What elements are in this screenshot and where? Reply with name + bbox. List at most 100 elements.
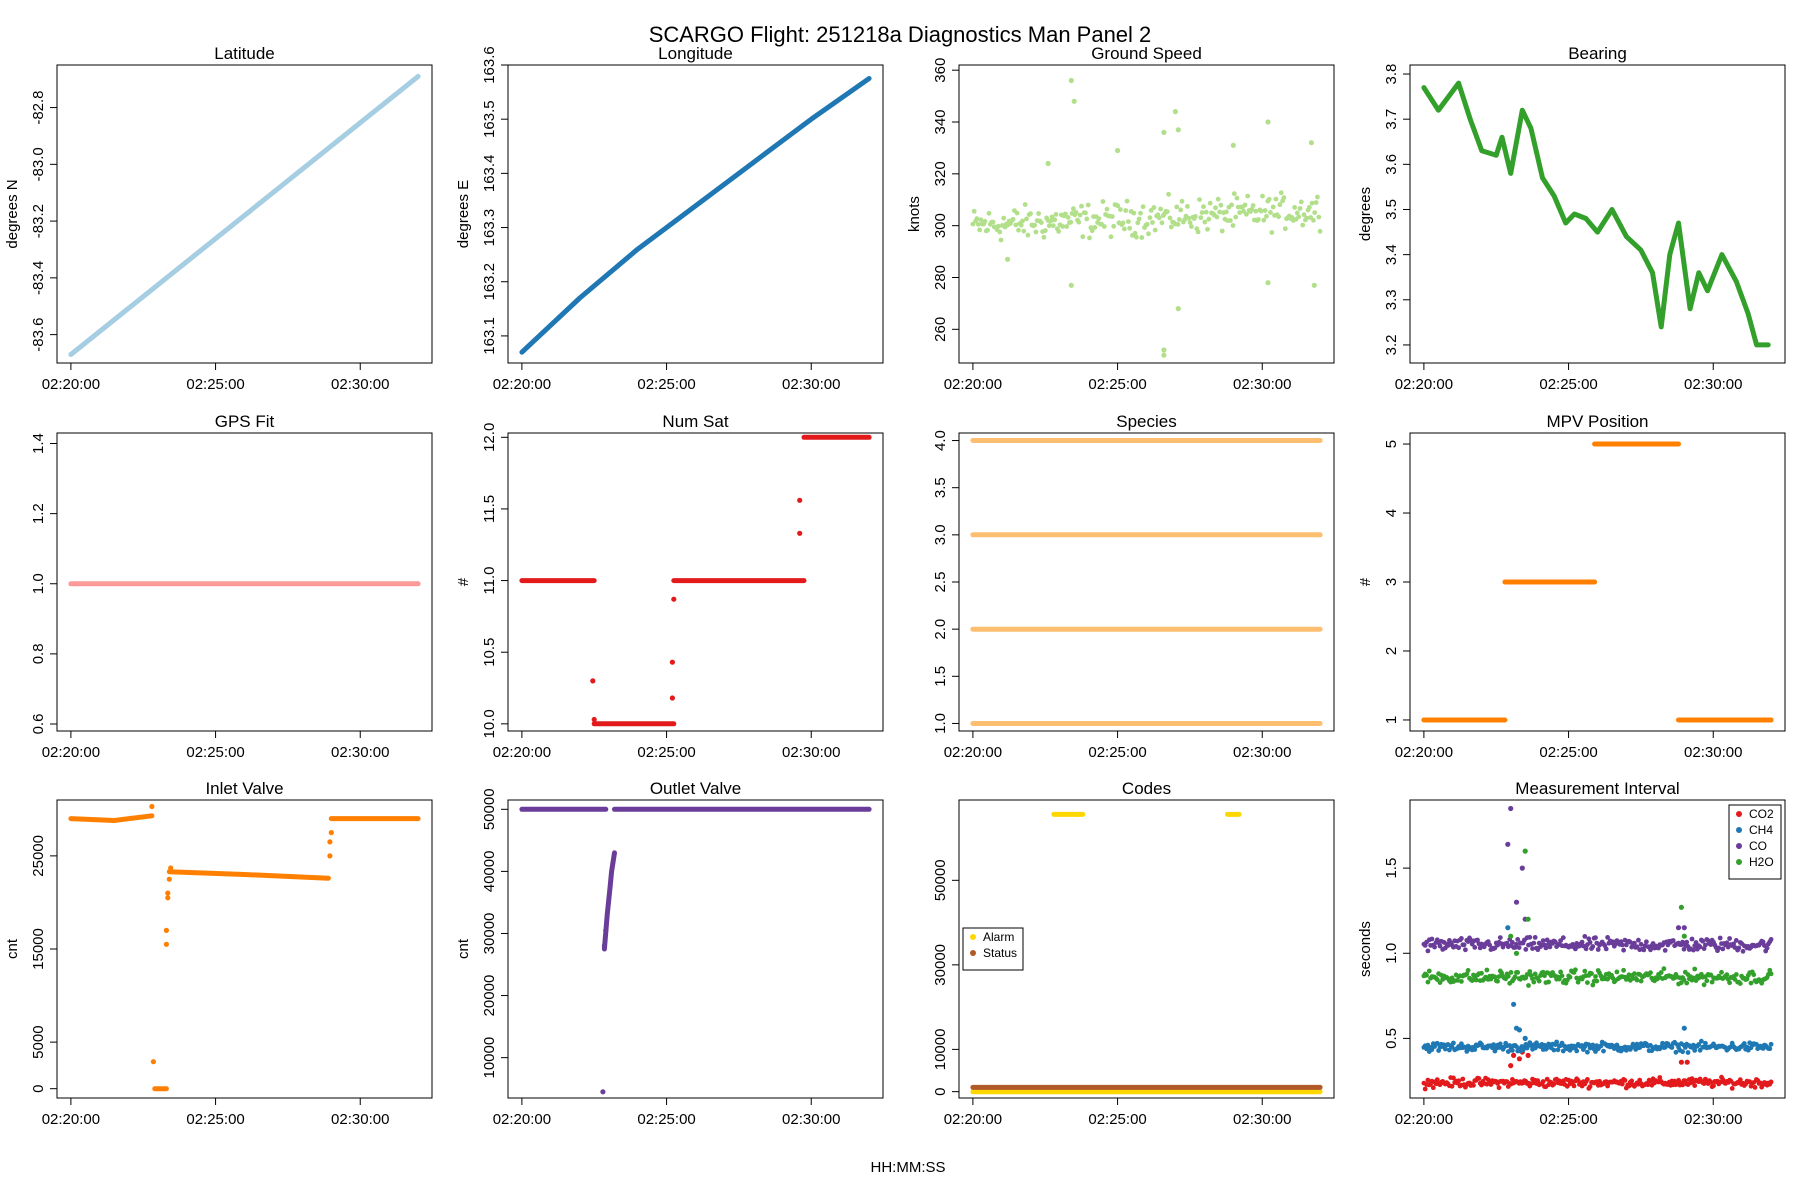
- data-point-measurement_interval: [1425, 948, 1431, 954]
- data-point-measurement_interval: [1689, 936, 1695, 942]
- y-tick-label-measurement_interval: 1.5: [1383, 858, 1400, 879]
- y-tick-label-bearing: 3.6: [1383, 154, 1400, 175]
- legend-label-co: CO: [1749, 839, 1767, 853]
- data-point-measurement_interval: [1424, 972, 1429, 978]
- data-point-ground_speed: [1118, 207, 1123, 212]
- data-point-ground_speed: [1060, 224, 1066, 229]
- data-point-measurement_interval: [1595, 947, 1601, 952]
- panel-title-num_sat: Num Sat: [662, 412, 728, 431]
- data-point-measurement_interval: [1680, 1049, 1685, 1055]
- series-measurement_interval-0: [1421, 1049, 1774, 1092]
- data-point-ground_speed: [1052, 217, 1058, 223]
- data-point-ground_speed: [1146, 231, 1151, 237]
- x-tick-label-mpv_position: 02:20:00: [1395, 744, 1453, 761]
- y-axis-label-num_sat: #: [455, 577, 472, 586]
- data-point-measurement_interval: [1514, 941, 1519, 947]
- data-point-measurement_interval: [1751, 972, 1757, 978]
- data-point-measurement_interval: [1733, 938, 1739, 943]
- data-point-measurement_interval: [1559, 973, 1565, 979]
- data-point-ground_speed: [1300, 222, 1306, 228]
- data-point-measurement_interval: [1629, 1078, 1635, 1084]
- data-point-ground_speed: [1217, 209, 1222, 215]
- y-tick-label-inlet_valve: 15000: [30, 928, 47, 970]
- outlier-point-measurement_interval: [1511, 1052, 1517, 1058]
- data-point-measurement_interval: [1768, 971, 1774, 977]
- y-tick-label-outlet_valve: 30000: [481, 913, 498, 955]
- y-tick-label-longitude: 163.4: [481, 155, 498, 193]
- data-point-ground_speed: [1261, 217, 1267, 223]
- data-point-inlet_valve: [168, 865, 174, 871]
- outlier-point-ground_speed: [1175, 127, 1181, 133]
- data-point-ground_speed: [1120, 220, 1126, 226]
- plot-frame-gps_fit: [56, 432, 433, 732]
- data-point-ground_speed: [1123, 208, 1129, 213]
- y-tick-label-longitude: 163.1: [481, 317, 498, 355]
- data-point-measurement_interval: [1641, 947, 1647, 953]
- outlier-point-ground_speed: [1265, 280, 1271, 286]
- data-point-ground_speed: [1150, 220, 1155, 225]
- data-point-ground_speed: [1278, 190, 1284, 196]
- data-point-ground_speed: [1256, 217, 1261, 222]
- data-point-measurement_interval: [1587, 1084, 1593, 1089]
- panel-title-outlet_valve: Outlet Valve: [650, 779, 741, 798]
- data-point-ground_speed: [1304, 215, 1310, 221]
- data-point-ground_speed: [1104, 206, 1110, 212]
- outlier-point-measurement_interval: [1675, 925, 1682, 931]
- panel-num_sat: Num Sat 02:20:00 02:25:00 02:30:00 10.0 10.5 1…: [455, 412, 884, 761]
- data-point-measurement_interval: [1547, 944, 1553, 950]
- panel-title-inlet_valve: Inlet Valve: [205, 779, 283, 798]
- data-point-measurement_interval: [1551, 1047, 1557, 1053]
- data-point-measurement_interval: [1622, 1078, 1628, 1083]
- data-point-ground_speed: [1268, 210, 1273, 215]
- plot-frame-num_sat: [507, 432, 884, 732]
- data-point-ground_speed: [1050, 223, 1056, 229]
- y-tick-label-ground_speed: 260: [932, 317, 949, 342]
- data-point-ground_speed: [1001, 215, 1007, 221]
- plot-frame-longitude: [507, 64, 884, 364]
- data-point-measurement_interval: [1661, 966, 1667, 972]
- data-point-measurement_interval: [1496, 974, 1502, 979]
- data-point-ground_speed: [1282, 226, 1288, 232]
- x-tick-label-latitude: 02:30:00: [331, 376, 389, 393]
- data-point-ground_speed: [1071, 206, 1076, 212]
- series-line-outlet_valve: [601, 850, 617, 952]
- data-point-measurement_interval: [1736, 945, 1742, 951]
- data-point-measurement_interval: [1670, 938, 1676, 943]
- data-point-measurement_interval: [1459, 1041, 1464, 1047]
- panel-title-latitude: Latitude: [214, 44, 275, 63]
- data-point-measurement_interval: [1704, 978, 1710, 984]
- data-point-measurement_interval: [1768, 1079, 1774, 1085]
- data-point-measurement_interval: [1724, 972, 1730, 978]
- data-point-ground_speed: [1301, 212, 1307, 218]
- legend-box-codes: [962, 927, 1024, 971]
- data-point-measurement_interval: [1645, 1082, 1651, 1088]
- legend-swatch-co2: [1736, 811, 1742, 817]
- data-point-measurement_interval: [1764, 945, 1770, 951]
- data-point-ground_speed: [1126, 219, 1131, 225]
- plot-frame-mpv_position: [1409, 432, 1786, 732]
- data-point-ground_speed: [1237, 210, 1243, 216]
- data-point-ground_speed: [1277, 202, 1283, 208]
- y-tick-label-species: 3.0: [932, 524, 949, 545]
- outlier-point-measurement_interval: [1678, 1059, 1684, 1065]
- data-point-measurement_interval: [1703, 942, 1708, 948]
- data-point-ground_speed: [1178, 207, 1184, 213]
- y-tick-label-codes: 30000: [932, 944, 949, 986]
- x-tick-label-bearing: 02:25:00: [1539, 376, 1597, 393]
- data-point-ground_speed: [1063, 211, 1068, 217]
- data-point-measurement_interval: [1495, 978, 1500, 984]
- legend-label-alarm: Alarm: [983, 930, 1014, 944]
- data-point-measurement_interval: [1472, 1047, 1478, 1052]
- data-point-measurement_interval: [1701, 982, 1707, 988]
- y-tick-label-mpv_position: 5: [1383, 440, 1400, 448]
- data-point-ground_speed: [1249, 207, 1255, 212]
- data-point-measurement_interval: [1693, 940, 1699, 945]
- data-point-ground_speed: [990, 219, 996, 225]
- x-tick-label-inlet_valve: 02:25:00: [186, 1111, 244, 1128]
- data-point-ground_speed: [1144, 221, 1150, 227]
- data-point-num_sat: [669, 695, 676, 701]
- data-point-ground_speed: [1147, 215, 1153, 221]
- data-point-ground_speed: [1206, 216, 1212, 222]
- x-tick-label-measurement_interval: 02:20:00: [1395, 1111, 1453, 1128]
- y-tick-label-gps_fit: 0.8: [30, 643, 47, 664]
